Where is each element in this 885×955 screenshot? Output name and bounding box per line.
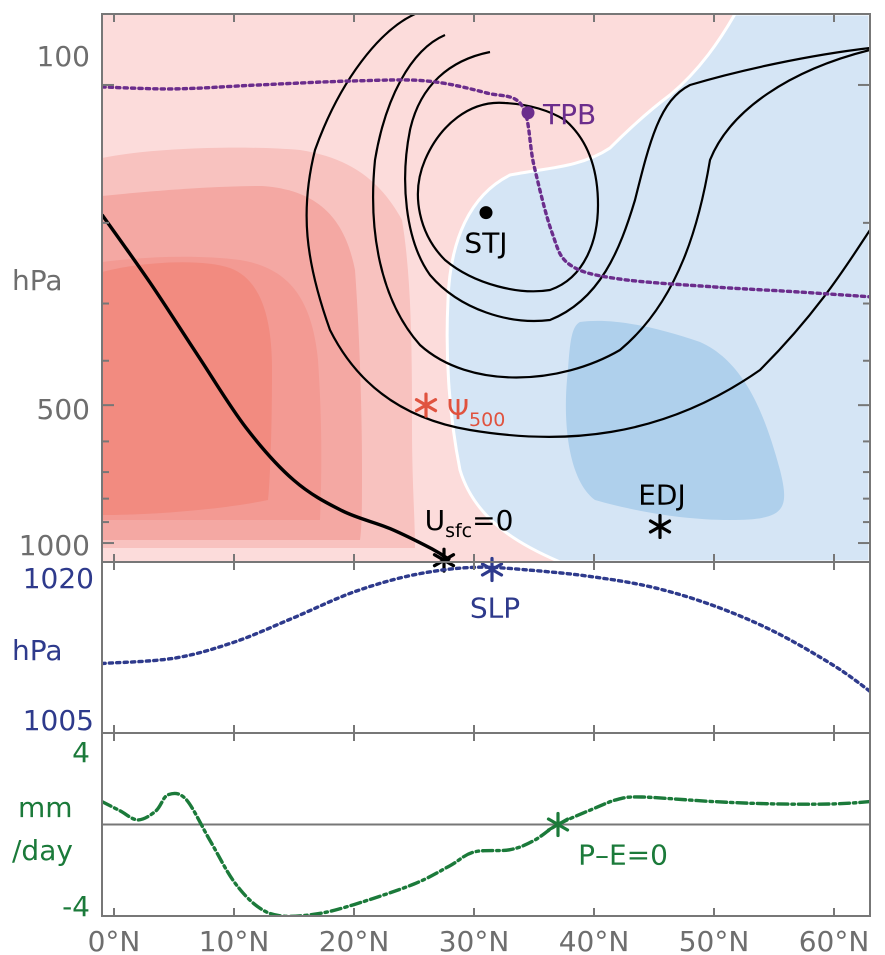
wind-contour-1 [305, 14, 870, 439]
marker-edj [648, 513, 672, 540]
series-tpb [102, 78, 870, 299]
series-u-sfc-0 [102, 213, 451, 562]
y-axis-labels: 100 hPa 500 1000 1020 hPa 1005 4 mm /day… [12, 40, 94, 923]
marker-label-slp: SLP [470, 591, 520, 624]
x-tick-label: 60°N [799, 925, 870, 955]
x-tick-label: 0°N [88, 925, 141, 955]
x-tick-label: 20°N [319, 925, 390, 955]
x-tick-label: 50°N [679, 925, 750, 955]
positive-region-5 [102, 262, 272, 515]
low-y-unit-1: mm [18, 791, 73, 824]
marker-psi500 [414, 392, 438, 418]
series-p-e [102, 791, 870, 916]
marker-p-e [546, 811, 570, 838]
mid-ytick-1020: 1020 [23, 562, 94, 595]
marker-label-tpb: TPB [542, 98, 596, 131]
upper-ytick-100: 100 [37, 40, 90, 73]
axes-frames [101, 13, 871, 917]
lower-frame [101, 732, 871, 917]
marker-stj [479, 206, 493, 220]
mid-y-unit: hPa [12, 634, 63, 667]
marker-label-edj: EDJ [638, 478, 686, 511]
wind-contour-2 [372, 33, 870, 379]
marker-usfc0 [432, 547, 456, 573]
upper-ytick-500: 500 [37, 393, 90, 426]
mid-ytick-1005: 1005 [23, 704, 94, 737]
x-tick-label: 30°N [439, 925, 510, 955]
wind-contour-3 [404, 46, 870, 322]
upper-ytick-1000: 1000 [19, 529, 90, 562]
x-tick-label: 10°N [199, 925, 270, 955]
low-ytick-minus4: -4 [62, 890, 90, 923]
marker-label-p-e: P–E=0 [578, 839, 668, 872]
x-tick-label: 40°N [559, 925, 630, 955]
low-ytick-4: 4 [72, 736, 90, 769]
low-y-unit-2: /day [12, 834, 73, 867]
wind-contour-4 [416, 101, 600, 293]
upper-y-unit: hPa [12, 264, 63, 297]
marker-label-stj: STJ [464, 227, 507, 260]
zonal-wind-contours [305, 14, 870, 439]
series-slp [102, 565, 870, 693]
negative-region-2 [565, 320, 785, 520]
marker-tpb [521, 106, 535, 120]
